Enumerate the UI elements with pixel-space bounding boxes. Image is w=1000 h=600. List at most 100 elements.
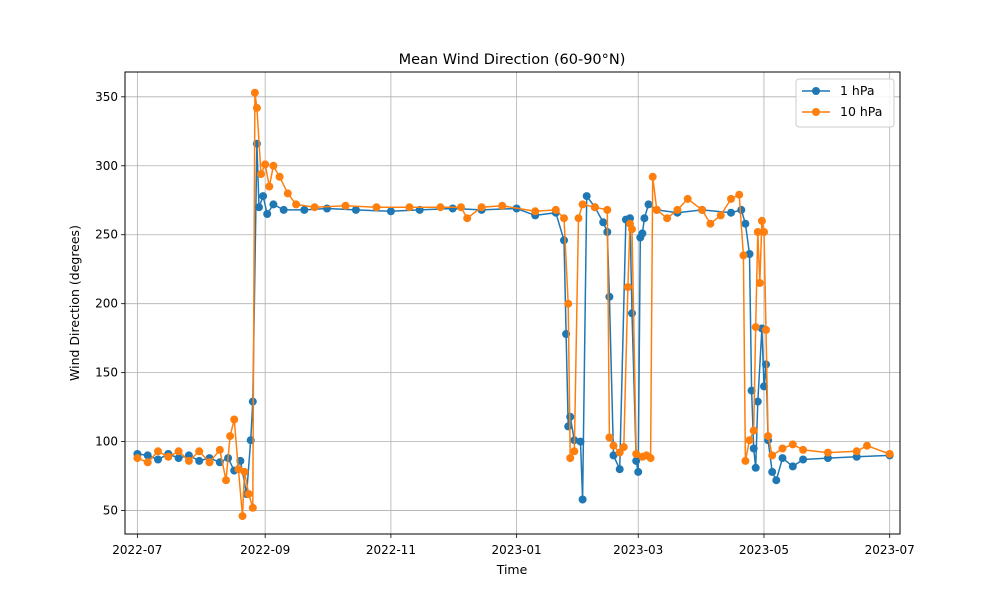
data-point (615, 465, 624, 474)
data-point (269, 200, 278, 209)
data-point (261, 160, 270, 169)
data-point (638, 229, 647, 238)
data-point (238, 512, 247, 521)
data-point (768, 467, 777, 476)
x-tick-label: 2022-07 (112, 543, 162, 557)
data-point (799, 445, 808, 454)
data-point (222, 476, 230, 485)
y-tick-label: 50 (103, 504, 118, 518)
data-point (628, 225, 636, 234)
data-point (644, 200, 653, 209)
data-point (310, 203, 319, 212)
data-point (560, 236, 568, 245)
data-point (250, 88, 259, 97)
data-point (174, 447, 183, 456)
data-point (727, 194, 735, 203)
data-point (244, 490, 253, 498)
x-tick-label: 2023-03 (613, 543, 663, 557)
data-point (747, 386, 756, 395)
data-point (551, 205, 560, 214)
data-point (852, 447, 861, 456)
data-point (753, 397, 762, 406)
data-point (716, 211, 725, 220)
data-point (498, 201, 507, 210)
data-point (863, 441, 871, 450)
data-point (576, 437, 585, 446)
data-point (768, 451, 777, 460)
data-point (749, 444, 758, 453)
x-tick-label: 2023-05 (739, 543, 789, 557)
y-tick-label: 200 (95, 297, 118, 311)
legend: 1 hPa 10 hPa (795, 78, 895, 128)
data-point (323, 204, 331, 213)
data-point (226, 432, 235, 441)
data-point (735, 190, 744, 199)
data-point (531, 207, 540, 216)
data-point (143, 451, 152, 460)
data-point (184, 451, 193, 460)
data-point (683, 194, 692, 203)
data-point (263, 210, 272, 218)
data-point (885, 450, 894, 458)
data-point (386, 207, 395, 216)
legend-label: 10 hPa (840, 104, 882, 119)
data-point (564, 299, 573, 308)
data-point (477, 203, 486, 212)
data-point (753, 228, 762, 236)
data-point (762, 325, 770, 334)
data-point (259, 192, 268, 201)
data-point (195, 456, 204, 465)
data-point (745, 436, 754, 445)
legend-marker (812, 108, 820, 116)
data-point (619, 443, 628, 452)
y-tick-label: 100 (95, 435, 118, 449)
data-point (255, 203, 263, 212)
data-point (764, 432, 773, 441)
data-point (673, 205, 682, 214)
x-tick-label: 2022-11 (366, 543, 416, 557)
data-point (590, 203, 599, 212)
data-point (755, 279, 764, 287)
data-point (741, 219, 750, 228)
data-point (133, 454, 142, 463)
data-point (757, 216, 766, 225)
data-point (578, 495, 587, 504)
y-tick-label: 300 (95, 159, 118, 173)
x-tick-label: 2023-01 (492, 543, 542, 557)
data-point (739, 251, 748, 260)
series-2 (133, 88, 894, 521)
data-point (609, 441, 618, 450)
data-point (760, 382, 768, 391)
data-point (605, 292, 614, 301)
series-layer (133, 88, 894, 521)
data-point (772, 476, 781, 485)
data-point (269, 161, 278, 170)
data-point (448, 204, 457, 213)
data-point (605, 433, 614, 442)
data-point (737, 205, 746, 214)
data-point (852, 452, 861, 461)
y-axis-ticks: 50 100 150 200 250 300 350 (95, 90, 125, 518)
data-point (823, 448, 832, 457)
data-point (628, 309, 636, 318)
data-point (234, 465, 243, 474)
data-point (760, 228, 768, 236)
data-point (252, 103, 261, 112)
data-point (372, 203, 381, 212)
data-point (706, 219, 715, 228)
data-point (749, 426, 758, 435)
series-1 (133, 139, 894, 504)
data-point (574, 214, 583, 223)
data-point (463, 214, 472, 223)
data-point (248, 503, 257, 512)
data-point (205, 458, 214, 467)
data-point (632, 456, 641, 465)
data-point (599, 218, 608, 227)
data-point (240, 467, 249, 476)
data-point (564, 422, 573, 431)
data-point (174, 454, 183, 463)
data-point (751, 323, 760, 332)
data-point (788, 462, 797, 471)
data-point (823, 454, 832, 463)
